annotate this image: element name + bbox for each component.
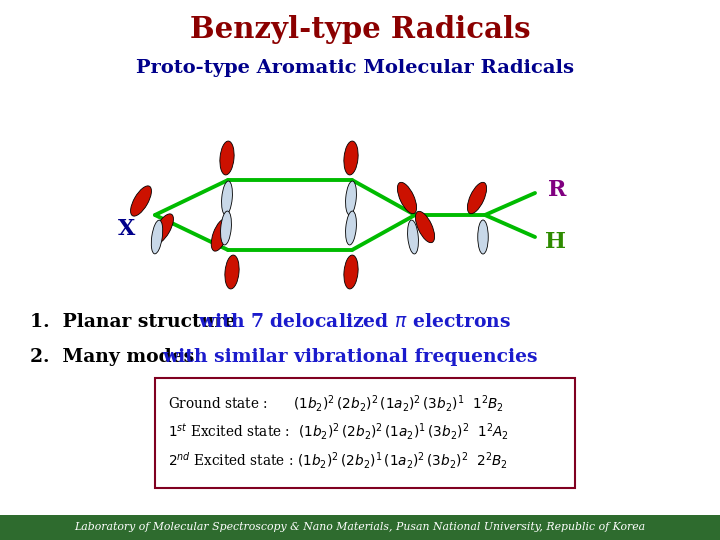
Ellipse shape — [478, 220, 488, 254]
Text: R: R — [548, 179, 566, 201]
Bar — [155, 378, 575, 488]
Ellipse shape — [211, 219, 229, 251]
Text: with similar vibrational frequencies: with similar vibrational frequencies — [162, 348, 538, 366]
Text: Proto-type Aromatic Molecular Radicals: Proto-type Aromatic Molecular Radicals — [136, 59, 574, 77]
Text: H: H — [544, 231, 565, 253]
Ellipse shape — [346, 181, 356, 215]
Text: $2^{nd}$ Excited state : $(1b_2)^2\,(2b_2)^1\,(1a_2)^2\,(3b_2)^2$  $2^2B_2$: $2^{nd}$ Excited state : $(1b_2)^2\,(2b_… — [168, 451, 508, 471]
Ellipse shape — [130, 186, 151, 216]
Text: X: X — [118, 218, 135, 240]
Text: 2.  Many modes: 2. Many modes — [30, 348, 194, 366]
Ellipse shape — [397, 183, 417, 214]
Bar — [0, 515, 720, 540]
Ellipse shape — [220, 141, 234, 175]
Text: Ground state :      $(1b_2)^2\,(2b_2)^2\,(1a_2)^2\,(3b_2)^1$  $1^2B_2$: Ground state : $(1b_2)^2\,(2b_2)^2\,(1a_… — [168, 393, 504, 414]
Ellipse shape — [151, 220, 163, 254]
Ellipse shape — [344, 141, 358, 175]
Text: Laboratory of Molecular Spectroscopy & Nano Materials, Pusan National University: Laboratory of Molecular Spectroscopy & N… — [74, 522, 646, 532]
Ellipse shape — [344, 255, 358, 289]
Ellipse shape — [415, 211, 435, 242]
Ellipse shape — [153, 214, 174, 244]
Text: $1^{st}$ Excited state :  $(1b_2)^2\,(2b_2)^2\,(1a_2)^1\,(3b_2)^2$  $1^2A_2$: $1^{st}$ Excited state : $(1b_2)^2\,(2b_… — [168, 422, 509, 442]
Text: Benzyl-type Radicals: Benzyl-type Radicals — [189, 16, 531, 44]
Text: with 7 delocalized $\pi$ electrons: with 7 delocalized $\pi$ electrons — [198, 313, 511, 331]
Ellipse shape — [220, 211, 231, 245]
Text: 1.  Planar structure: 1. Planar structure — [30, 313, 236, 331]
Ellipse shape — [346, 211, 356, 245]
Ellipse shape — [467, 183, 487, 214]
Ellipse shape — [225, 255, 239, 289]
Ellipse shape — [222, 181, 233, 215]
Ellipse shape — [408, 220, 418, 254]
